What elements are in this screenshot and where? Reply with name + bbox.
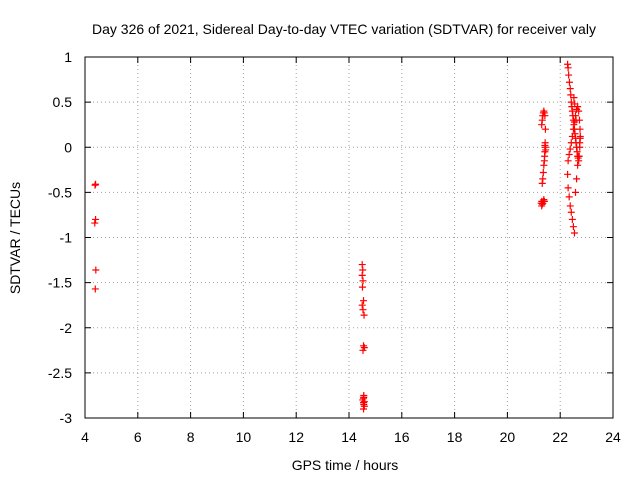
data-point-marker — [538, 179, 546, 187]
data-point-marker — [91, 219, 99, 227]
x-tick-label: 8 — [187, 429, 195, 445]
x-tick-label: 14 — [341, 429, 357, 445]
data-point-marker — [568, 132, 576, 140]
data-point-marker — [567, 139, 575, 147]
data-point-marker — [359, 277, 367, 285]
x-tick-label: 24 — [605, 429, 621, 445]
y-axis-label: SDTVAR / TECUs — [7, 182, 23, 294]
y-tick-label: -1 — [60, 230, 73, 246]
data-point-marker — [541, 112, 549, 120]
x-tick-label: 16 — [394, 429, 410, 445]
x-tick-label: 22 — [552, 429, 568, 445]
data-point-marker — [565, 150, 573, 158]
data-point-marker — [576, 139, 584, 147]
x-tick-labels: 4 6 8 10 12 14 16 18 20 22 24 — [81, 429, 621, 445]
data-point-marker — [569, 125, 577, 133]
data-point-marker — [564, 64, 572, 72]
data-point-marker — [91, 285, 99, 293]
data-point-marker — [358, 301, 366, 309]
axis-ticks — [84, 56, 614, 419]
data-point-marker — [567, 208, 575, 216]
data-point-marker — [360, 297, 368, 305]
data-points — [91, 60, 584, 413]
y-tick-label: 1 — [64, 49, 72, 65]
data-point-marker — [540, 161, 548, 169]
data-point-marker — [572, 116, 580, 124]
data-point-marker — [359, 306, 367, 314]
data-point-marker — [570, 94, 578, 102]
data-point-marker — [92, 215, 100, 223]
x-axis-label: GPS time / hours — [292, 457, 399, 473]
data-point-marker — [566, 85, 574, 93]
data-point-marker — [360, 405, 368, 413]
data-point-marker — [359, 346, 367, 354]
y-tick-label: -2 — [60, 320, 73, 336]
data-point-marker — [568, 215, 576, 223]
data-point-marker — [564, 184, 572, 192]
data-point-marker — [569, 223, 577, 231]
data-point-marker — [92, 266, 100, 274]
data-point-marker — [566, 145, 574, 153]
data-point-marker — [564, 170, 572, 178]
x-tick-label: 12 — [288, 429, 304, 445]
data-point-marker — [565, 71, 573, 79]
data-point-marker — [565, 193, 573, 201]
data-point-marker — [573, 105, 581, 113]
data-point-marker — [360, 311, 368, 319]
x-tick-label: 6 — [134, 429, 142, 445]
y-tick-labels: 1 0.5 0 -0.5 -1 -1.5 -2 -2.5 -3 — [48, 49, 72, 426]
data-point-marker — [358, 271, 366, 279]
data-point-marker — [92, 180, 100, 188]
data-point-marker — [575, 152, 583, 160]
data-point-marker — [576, 132, 584, 140]
data-point-marker — [542, 146, 550, 154]
data-point-marker — [572, 188, 580, 196]
x-tick-label: 4 — [81, 429, 89, 445]
data-point-marker — [539, 169, 547, 177]
data-point-marker — [540, 197, 548, 205]
data-point-marker — [358, 283, 366, 291]
data-point-marker — [574, 161, 582, 169]
grid — [85, 57, 613, 418]
y-tick-label: 0.5 — [53, 94, 73, 110]
x-tick-label: 20 — [500, 429, 516, 445]
data-point-marker — [541, 125, 549, 133]
data-point-marker — [565, 78, 573, 86]
data-point-marker — [566, 202, 574, 210]
y-tick-label: -0.5 — [48, 184, 72, 200]
x-tick-label: 10 — [236, 429, 252, 445]
chart-title: Day 326 of 2021, Sidereal Day-to-day VTE… — [92, 21, 596, 37]
y-tick-label: -3 — [60, 410, 73, 426]
data-point-marker — [564, 157, 572, 165]
x-tick-label: 18 — [447, 429, 463, 445]
data-point-marker — [360, 399, 368, 407]
y-tick-label: -1.5 — [48, 275, 72, 291]
data-point-marker — [576, 125, 584, 133]
data-point-marker — [573, 175, 581, 183]
data-point-marker — [570, 229, 578, 237]
y-tick-label: 0 — [64, 139, 72, 155]
y-tick-label: -2.5 — [48, 365, 72, 381]
data-point-marker — [571, 100, 579, 108]
